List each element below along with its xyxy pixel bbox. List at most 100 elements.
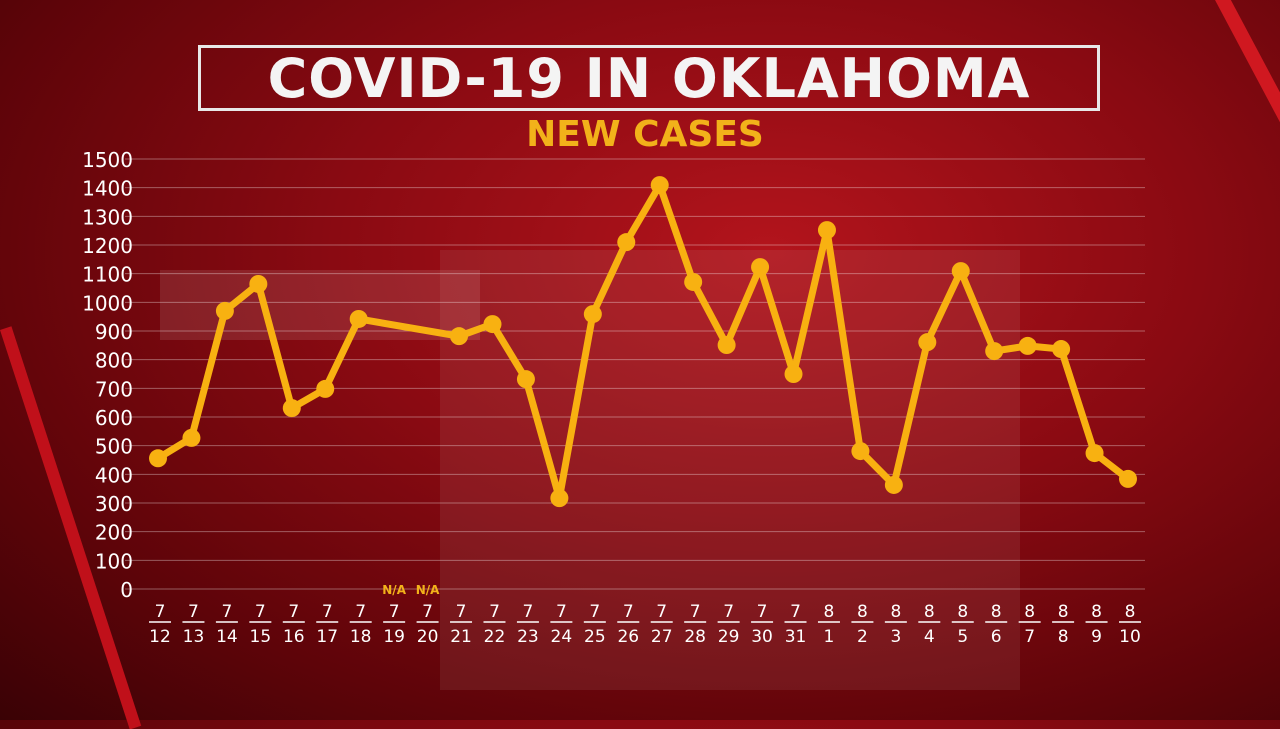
series-line <box>156 181 1131 502</box>
x-tick-month: 7 <box>523 602 534 622</box>
x-tick-day: 27 <box>651 627 673 647</box>
x-tick-month: 8 <box>857 602 868 622</box>
data-point <box>182 428 201 447</box>
y-tick-label: 200 <box>95 521 133 545</box>
x-tick-month: 7 <box>589 602 600 622</box>
x-tick-day: 5 <box>957 627 968 647</box>
data-point <box>951 262 970 281</box>
chart-subtitle: NEW CASES <box>526 114 764 155</box>
x-tick-month: 7 <box>690 602 701 622</box>
x-tick-month: 8 <box>991 602 1002 622</box>
x-tick-day: 21 <box>450 627 472 647</box>
x-tick-month: 7 <box>155 602 166 622</box>
x-tick-day: 14 <box>216 627 238 647</box>
x-tick-day: 4 <box>924 627 935 647</box>
oklahoma-shape <box>440 250 1020 690</box>
data-point <box>784 365 803 383</box>
data-point <box>516 370 535 389</box>
x-tick-day: 8 <box>1058 627 1069 647</box>
data-point <box>583 305 602 324</box>
x-tick-month: 7 <box>623 602 634 622</box>
x-tick-month: 8 <box>957 602 968 622</box>
data-point <box>684 272 703 291</box>
x-tick-day: 30 <box>751 627 773 647</box>
y-tick-label: 700 <box>95 377 133 401</box>
data-point <box>282 399 301 418</box>
data-point <box>851 442 870 461</box>
x-tick-month: 7 <box>322 602 333 622</box>
data-point <box>349 309 368 328</box>
x-tick-day: 15 <box>250 627 272 647</box>
x-tick-day: 22 <box>484 627 506 647</box>
x-tick-month: 7 <box>456 602 467 622</box>
y-tick-label: 300 <box>95 492 133 516</box>
x-tick-month: 7 <box>188 602 199 622</box>
data-point <box>1085 444 1104 463</box>
data-point <box>918 333 937 352</box>
data-point <box>817 221 836 240</box>
y-tick-label: 1000 <box>82 291 133 315</box>
x-tick-day: 20 <box>417 627 439 647</box>
x-tick-day: 7 <box>1024 627 1035 647</box>
y-tick-label: 400 <box>95 463 133 487</box>
y-tick-label: 0 <box>120 578 133 602</box>
x-tick-day: 9 <box>1091 627 1102 647</box>
data-point <box>717 336 736 355</box>
x-tick-month: 8 <box>1024 602 1035 622</box>
x-tick-day: 24 <box>551 627 573 647</box>
x-tick-month: 7 <box>656 602 667 622</box>
y-tick-label: 600 <box>95 406 133 430</box>
y-tick-label: 1100 <box>82 263 133 287</box>
x-tick-month: 7 <box>255 602 266 622</box>
x-tick-day: 29 <box>718 627 740 647</box>
x-tick-day: 17 <box>316 627 338 647</box>
x-tick-month: 7 <box>790 602 801 622</box>
x-tick-month: 8 <box>1125 602 1136 622</box>
y-tick-label: 1500 <box>82 148 133 172</box>
x-tick-day: 13 <box>183 627 205 647</box>
data-point <box>215 301 234 320</box>
y-tick-label: 500 <box>95 435 133 459</box>
x-tick-month: 7 <box>556 602 567 622</box>
data-point <box>617 233 636 252</box>
x-tick-day: 10 <box>1119 627 1141 647</box>
x-tick-day: 31 <box>785 627 807 647</box>
x-tick-month: 7 <box>355 602 366 622</box>
x-tick-day: 23 <box>517 627 539 647</box>
x-tick-day: 1 <box>824 627 835 647</box>
data-point <box>1018 336 1037 355</box>
data-point <box>751 258 770 277</box>
x-tick-month: 7 <box>723 602 734 622</box>
x-tick-month: 7 <box>288 602 299 622</box>
x-tick-month: 7 <box>221 602 232 622</box>
x-tick-month: 7 <box>422 602 433 622</box>
x-tick-month: 7 <box>757 602 768 622</box>
data-point <box>1119 469 1137 488</box>
y-tick-label: 100 <box>95 549 133 573</box>
x-tick-month: 7 <box>489 602 500 622</box>
x-tick-day: 25 <box>584 627 606 647</box>
data-point <box>316 379 335 398</box>
na-label: N/A <box>382 583 406 597</box>
na-label: N/A <box>416 583 440 597</box>
x-tick-day: 3 <box>890 627 901 647</box>
x-tick-day: 28 <box>684 627 706 647</box>
x-tick-month: 8 <box>890 602 901 622</box>
title-box: COVID-19 IN OKLAHOMA <box>198 45 1100 111</box>
data-point <box>483 315 502 334</box>
x-tick-day: 12 <box>149 627 171 647</box>
y-tick-label: 1300 <box>82 205 133 229</box>
x-tick-month: 8 <box>1058 602 1069 622</box>
y-tick-label: 900 <box>95 320 133 344</box>
y-tick-label: 1200 <box>82 234 133 258</box>
data-point <box>550 489 569 508</box>
x-tick-day: 18 <box>350 627 372 647</box>
data-point <box>249 274 268 293</box>
x-tick-month: 8 <box>1091 602 1102 622</box>
chart-title: COVID-19 IN OKLAHOMA <box>267 46 1031 110</box>
data-point <box>650 176 669 195</box>
data-point <box>149 449 167 468</box>
data-point <box>884 475 903 494</box>
x-tick-month: 7 <box>389 602 400 622</box>
x-tick-month: 8 <box>824 602 835 622</box>
